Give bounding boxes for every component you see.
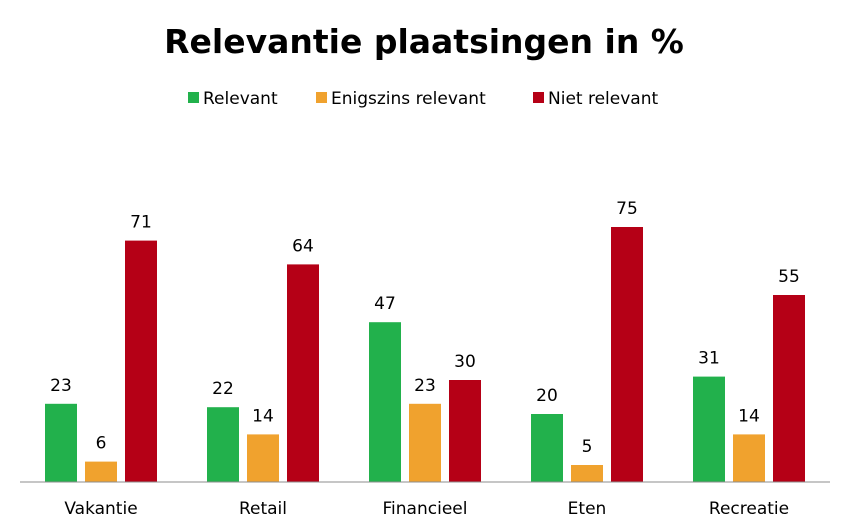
x-tick-label: Retail (239, 499, 287, 519)
bar-enigszins-relevant-financieel (409, 403, 441, 482)
data-label: 20 (536, 386, 558, 406)
legend-label: Enigszins relevant (331, 89, 486, 109)
x-tick-label: Eten (568, 499, 607, 519)
data-label: 6 (96, 434, 107, 454)
bar-relevant-eten (531, 414, 563, 482)
bar-niet-relevant-eten (611, 227, 643, 482)
data-label: 55 (778, 267, 800, 287)
bar-enigszins-relevant-recreatie (733, 434, 765, 482)
data-label: 75 (616, 199, 638, 219)
bar-relevant-vakantie (45, 403, 77, 482)
data-label: 5 (582, 437, 593, 457)
bar-enigszins-relevant-vakantie (85, 461, 117, 482)
bar-enigszins-relevant-eten (571, 465, 603, 482)
data-label: 31 (698, 349, 720, 369)
chart-title: Relevantie plaatsingen in % (164, 22, 684, 61)
legend-swatch (188, 92, 199, 103)
data-label: 30 (454, 352, 476, 372)
data-label: 14 (738, 406, 760, 426)
legend: Relevant Enigszins relevant Niet relevant (188, 89, 658, 109)
data-label: 14 (252, 406, 274, 426)
bar-niet-relevant-vakantie (125, 240, 157, 482)
bar-relevant-recreatie (693, 376, 725, 482)
data-label: 23 (50, 376, 72, 396)
x-axis: Vakantie Retail Financieel Eten Recreatie (64, 499, 789, 519)
data-label: 22 (212, 379, 234, 399)
bar-niet-relevant-financieel (449, 380, 481, 482)
legend-swatch (533, 92, 544, 103)
plot-area: 23 6 71 22 14 64 47 23 30 20 5 75 31 14 55 (45, 199, 805, 482)
legend-label: Niet relevant (548, 89, 658, 109)
x-tick-label: Financieel (383, 499, 468, 519)
legend-label: Relevant (203, 89, 278, 109)
data-label: 47 (374, 294, 396, 314)
x-tick-label: Vakantie (64, 499, 137, 519)
bar-niet-relevant-retail (287, 264, 319, 482)
data-label: 64 (292, 236, 314, 256)
bar-niet-relevant-recreatie (773, 295, 805, 482)
bar-relevant-financieel (369, 322, 401, 482)
x-tick-label: Recreatie (709, 499, 789, 519)
data-label: 23 (414, 376, 436, 396)
legend-swatch (316, 92, 327, 103)
bar-relevant-retail (207, 407, 239, 482)
data-label: 71 (130, 213, 152, 233)
bar-enigszins-relevant-retail (247, 434, 279, 482)
